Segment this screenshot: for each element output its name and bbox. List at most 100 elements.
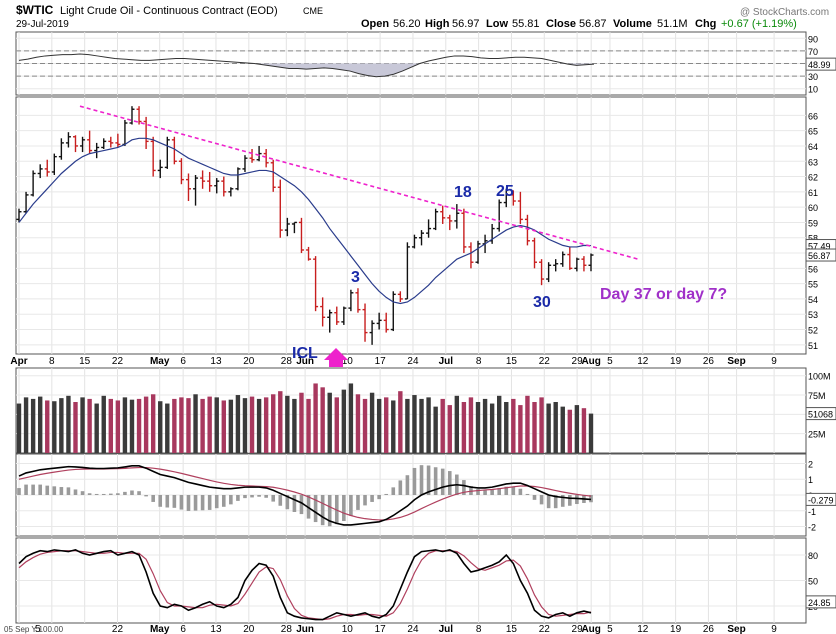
macd-histogram-bar <box>137 491 141 495</box>
volume-bar <box>200 398 205 453</box>
volume-bar <box>412 395 417 453</box>
volume-bar <box>193 394 198 453</box>
macd-histogram-bar <box>313 495 318 523</box>
ohlc-bar <box>567 246 573 270</box>
macd-histogram-bar <box>179 495 184 510</box>
macd-histogram-bar <box>553 495 558 509</box>
ohlc-bar <box>524 214 530 246</box>
volume-bar <box>588 413 594 453</box>
ohlc-bar <box>228 187 234 197</box>
volume-bar <box>426 397 431 453</box>
macd-histogram-bar <box>511 487 516 495</box>
ohlc-bar <box>101 138 107 150</box>
low-label: Low <box>486 18 508 30</box>
macd-series <box>17 465 593 527</box>
downtrend-line <box>79 105 639 260</box>
macd-histogram-bar <box>391 487 396 495</box>
volume-bar <box>440 398 445 453</box>
volume-bar <box>581 408 587 453</box>
macd-histogram-bar <box>497 488 501 495</box>
volume-bar <box>23 397 29 453</box>
ohlc-bar <box>200 170 206 189</box>
y-axis-ticks: 907050301048.996665646362616059585756555… <box>805 34 836 612</box>
y-tick-label: 90 <box>808 34 818 44</box>
stochastic-series <box>18 549 592 621</box>
x-tick-label-bottom: 17 <box>375 624 387 634</box>
ohlc-bar <box>115 133 121 148</box>
x-tick-label: 8 <box>49 356 55 367</box>
volume-bar <box>59 398 64 453</box>
volume-bar <box>143 396 149 453</box>
macd-histogram-bar <box>560 495 565 507</box>
ohlc-bar <box>404 242 410 300</box>
volume-bar <box>525 395 530 453</box>
ohlc-bar <box>355 288 361 313</box>
volume-bar <box>16 403 22 453</box>
x-tick-label: May <box>150 356 170 367</box>
macd-histogram-bar <box>447 471 452 495</box>
x-tick-label: 15 <box>79 356 91 367</box>
x-tick-label-bottom: 5 <box>607 624 613 634</box>
x-tick-label-bottom: 12 <box>637 624 649 634</box>
chart-exchange: CME <box>303 6 323 16</box>
ohlc-bar <box>539 259 545 286</box>
x-tick-label-bottom: 19 <box>670 624 682 634</box>
macd-histogram-bar <box>412 467 417 495</box>
ohlc-bar <box>242 155 248 172</box>
macd-histogram-bar <box>207 495 212 510</box>
annotation-18: 18 <box>454 184 472 201</box>
volume-bar <box>263 397 269 453</box>
open-label: Open <box>361 18 389 30</box>
macd-histogram-bar <box>476 489 480 495</box>
ohlc-bar <box>581 256 587 272</box>
ohlc-bar <box>517 191 523 224</box>
ohlc-bar <box>383 312 389 333</box>
volume-bar <box>532 402 537 453</box>
volume-bar <box>362 398 368 453</box>
macd-histogram-bar <box>532 495 537 500</box>
ohlc-bar <box>178 158 184 185</box>
ohlc-bar <box>419 230 425 246</box>
ohlc-bar <box>447 214 453 231</box>
macd-line <box>18 465 592 526</box>
ohlc-bar <box>263 149 269 168</box>
volume-bar <box>129 399 135 453</box>
ohlc-bar <box>334 306 340 325</box>
x-tick-label: 20 <box>243 356 255 367</box>
rsi-series <box>16 50 806 78</box>
y-tick-label: 55 <box>808 280 818 290</box>
y-tick-label: 100M <box>808 372 831 382</box>
x-tick-label-bottom: 8 <box>476 624 482 634</box>
x-tick-label-bottom: Aug <box>581 624 600 634</box>
x-tick-label: 9 <box>771 356 777 367</box>
macd-histogram-bar <box>483 490 487 495</box>
y-tick-label: 52 <box>808 326 818 336</box>
volume-bar <box>271 394 276 453</box>
volume-bar <box>150 394 156 453</box>
macd-histogram-bar <box>363 495 367 506</box>
volume-bar <box>433 406 438 453</box>
chg-label: Chg <box>695 18 716 30</box>
ohlc-bar <box>37 164 43 179</box>
volume-bar <box>468 397 474 453</box>
x-tick-label: 12 <box>637 356 649 367</box>
volume-bar <box>186 398 191 453</box>
macd-histogram-bar <box>349 495 353 516</box>
macd-histogram-bar <box>370 495 374 502</box>
volume-bar <box>461 402 467 453</box>
volume-value: 51.1M <box>657 18 688 30</box>
annotation-3: 3 <box>351 269 360 286</box>
ohlc-bar <box>143 116 149 150</box>
ohlc-bar <box>532 237 538 269</box>
volume-bar <box>369 392 375 453</box>
ohlc-bar <box>136 106 142 125</box>
volume-bar <box>172 398 177 453</box>
rsi-value-tag: 48.99 <box>808 60 831 70</box>
y-tick-label: 62 <box>808 173 818 183</box>
macd-histogram-bar <box>151 495 155 502</box>
x-tick-label: Jul <box>439 356 454 367</box>
macd-histogram-bar <box>292 495 297 512</box>
ohlc-bar <box>475 240 481 264</box>
x-tick-label-bottom: 6 <box>180 624 186 634</box>
ohlc-bar <box>284 217 290 237</box>
